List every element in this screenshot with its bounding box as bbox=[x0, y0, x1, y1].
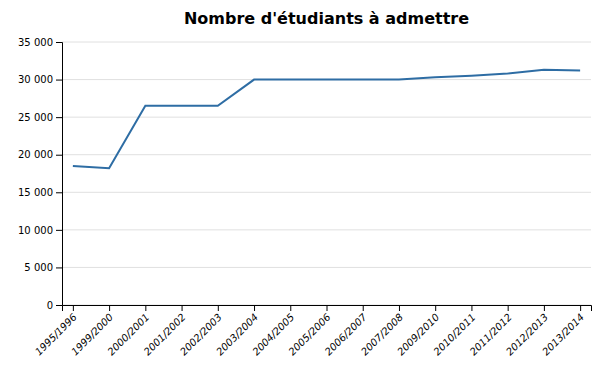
tick-label: 35 000 bbox=[18, 37, 53, 48]
tick-mark bbox=[73, 305, 74, 311]
plot-area: 0 5 000 10 000 15 000 20 000 25 000 30 000 35 0… bbox=[18, 37, 592, 358]
tick: 20 000 bbox=[18, 149, 62, 160]
grid-line bbox=[62, 154, 591, 155]
grid-line bbox=[62, 192, 591, 193]
tick-mark bbox=[56, 305, 62, 306]
tick-mark bbox=[145, 305, 146, 311]
tick-mark bbox=[109, 305, 110, 311]
x-axis: 1995/19961999/20002000/20012001/20022002… bbox=[33, 305, 592, 358]
title: Nombre d'étudiants à admettre bbox=[184, 9, 469, 28]
tick-mark bbox=[56, 80, 62, 81]
tick-mark bbox=[56, 230, 62, 231]
grid-line bbox=[62, 117, 591, 118]
tick-mark bbox=[56, 117, 62, 118]
tick-mark bbox=[56, 267, 62, 268]
tick-mark bbox=[544, 305, 545, 311]
tick: 2013/2014 bbox=[540, 305, 586, 358]
marks bbox=[73, 70, 580, 168]
tick-mark bbox=[56, 192, 62, 193]
tick-mark bbox=[435, 305, 436, 311]
tick-label: 5 000 bbox=[24, 262, 53, 273]
tick: 30 000 bbox=[18, 74, 62, 85]
tick-mark bbox=[363, 305, 364, 311]
tick-mark bbox=[327, 305, 328, 311]
tick-mark bbox=[218, 305, 219, 311]
tick-label: 25 000 bbox=[18, 112, 53, 123]
tick-mark bbox=[399, 305, 400, 311]
grid-line bbox=[62, 42, 591, 43]
grid-line bbox=[62, 267, 591, 268]
tick: 35 000 bbox=[18, 37, 62, 48]
tick-mark bbox=[471, 305, 472, 311]
tick-mark bbox=[580, 305, 581, 311]
tick-label: 30 000 bbox=[18, 74, 53, 85]
tick-label: 0 bbox=[47, 300, 53, 311]
tick-label: 10 000 bbox=[18, 225, 53, 236]
tick-mark bbox=[508, 305, 509, 311]
tick: 10 000 bbox=[18, 225, 62, 236]
grid-line bbox=[62, 229, 591, 230]
tick-label: 2013/2014 bbox=[540, 311, 586, 357]
tick: 15 000 bbox=[18, 187, 62, 198]
tick-mark bbox=[254, 305, 255, 311]
tick-mark bbox=[56, 155, 62, 156]
tick-mark bbox=[290, 305, 291, 311]
tick-mark bbox=[56, 42, 62, 43]
axis-line bbox=[56, 43, 63, 306]
tick-mark bbox=[182, 305, 183, 311]
tick-label: 15 000 bbox=[18, 187, 53, 198]
grid bbox=[62, 42, 591, 305]
chart: 0 5 000 10 000 15 000 20 000 25 000 30 000 35 0… bbox=[0, 0, 611, 383]
tick: 25 000 bbox=[18, 112, 62, 123]
y-axis: 0 5 000 10 000 15 000 20 000 25 000 30 000 35 0… bbox=[18, 37, 63, 311]
line bbox=[73, 70, 580, 168]
axis-line bbox=[63, 306, 592, 312]
tick: 5 000 bbox=[24, 262, 62, 273]
tick-label: 20 000 bbox=[18, 149, 53, 160]
tick: 0 bbox=[47, 300, 62, 311]
